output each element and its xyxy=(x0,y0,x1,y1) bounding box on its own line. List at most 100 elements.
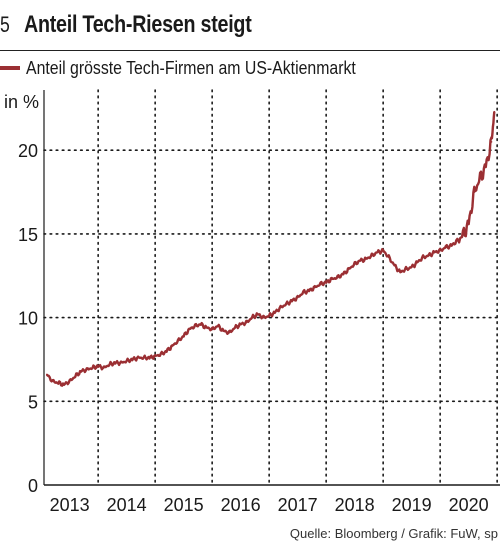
data-point xyxy=(137,356,139,359)
data-point xyxy=(91,366,94,369)
data-point xyxy=(325,281,328,284)
data-point xyxy=(422,256,424,259)
data-point xyxy=(154,355,157,358)
data-point xyxy=(51,380,54,383)
y-tick-label: 15 xyxy=(18,225,38,245)
data-point xyxy=(239,323,242,326)
header-rule xyxy=(0,50,500,51)
data-point xyxy=(125,360,128,363)
data-point xyxy=(348,268,350,270)
data-point xyxy=(120,361,122,364)
data-point xyxy=(302,291,305,294)
data-point xyxy=(114,361,117,364)
data-point xyxy=(473,191,476,193)
data-point xyxy=(479,177,481,180)
data-point xyxy=(416,261,419,264)
data-point xyxy=(330,278,333,281)
data-point xyxy=(467,222,470,225)
chart-title: Anteil Tech-Riesen steigt xyxy=(24,11,252,38)
data-point xyxy=(159,353,162,356)
y-tick-label: 0 xyxy=(28,476,38,496)
data-point xyxy=(199,323,202,326)
data-point xyxy=(45,373,48,376)
data-point xyxy=(68,380,71,383)
data-point xyxy=(308,289,310,292)
data-point xyxy=(393,264,396,267)
y-tick-label: 5 xyxy=(28,392,38,412)
data-point xyxy=(80,370,82,373)
data-point xyxy=(148,356,151,359)
data-point xyxy=(405,268,407,270)
data-point xyxy=(63,383,65,386)
data-point xyxy=(450,244,453,247)
data-point xyxy=(313,286,316,289)
y-tick-label: 20 xyxy=(18,141,38,161)
data-point xyxy=(85,368,88,371)
data-point xyxy=(456,239,459,242)
data-point xyxy=(165,350,168,352)
data-point xyxy=(256,313,259,316)
data-point xyxy=(353,263,356,265)
legend-swatch xyxy=(0,66,20,70)
data-point xyxy=(296,296,299,299)
data-point xyxy=(370,254,373,257)
chart-number: 5 xyxy=(0,12,10,37)
x-tick-label: 2013 xyxy=(50,495,90,515)
data-point xyxy=(319,283,322,286)
data-point xyxy=(291,299,293,302)
data-point xyxy=(251,316,253,319)
data-point xyxy=(74,375,77,378)
data-point xyxy=(462,234,464,237)
data-point xyxy=(382,249,385,252)
data-point xyxy=(387,256,390,259)
legend-label: Anteil grösste Tech-Firmen am US-Aktienm… xyxy=(26,58,356,78)
data-point xyxy=(171,345,174,347)
data-point xyxy=(131,358,134,361)
data-point xyxy=(211,328,214,331)
data-point xyxy=(336,276,339,279)
data-point xyxy=(484,166,487,168)
data-point xyxy=(234,326,236,329)
data-point xyxy=(177,340,179,342)
data-point xyxy=(359,259,362,262)
data-point xyxy=(376,251,379,254)
y-tick-label: 10 xyxy=(18,309,38,329)
data-point xyxy=(273,311,276,314)
data-point xyxy=(444,246,447,249)
x-tick-label: 2015 xyxy=(164,495,204,515)
x-tick-label: 2020 xyxy=(449,495,489,515)
data-point xyxy=(410,266,413,269)
y-axis-label: in % xyxy=(4,92,39,112)
chart-header: 5 Anteil Tech-Riesen steigt xyxy=(0,4,500,40)
data-point xyxy=(279,306,282,309)
data-point xyxy=(97,365,100,368)
x-tick-label: 2019 xyxy=(392,495,432,515)
data-point xyxy=(262,316,265,319)
data-point xyxy=(102,366,105,369)
data-point xyxy=(108,363,111,366)
data-point xyxy=(216,325,219,327)
data-point xyxy=(188,328,191,331)
data-point xyxy=(57,381,60,384)
data-point xyxy=(493,110,496,113)
data-point xyxy=(285,303,288,306)
data-point xyxy=(268,315,271,317)
data-point xyxy=(427,254,430,257)
data-point xyxy=(228,331,231,334)
data-point xyxy=(205,326,208,329)
x-tick-label: 2014 xyxy=(107,495,147,515)
data-point xyxy=(399,271,402,274)
legend: Anteil grösste Tech-Firmen am US-Aktienm… xyxy=(0,56,500,82)
series-line xyxy=(45,111,496,387)
data-point xyxy=(433,251,436,254)
data-point xyxy=(365,258,367,260)
x-tick-label: 2018 xyxy=(335,495,375,515)
data-point xyxy=(245,321,248,324)
data-point xyxy=(490,140,493,143)
data-point xyxy=(142,356,145,359)
data-point xyxy=(439,249,442,252)
source-note: Quelle: Bloomberg / Grafik: FuW, sp xyxy=(289,526,498,541)
data-point xyxy=(182,335,185,337)
x-tick-label: 2016 xyxy=(221,495,261,515)
